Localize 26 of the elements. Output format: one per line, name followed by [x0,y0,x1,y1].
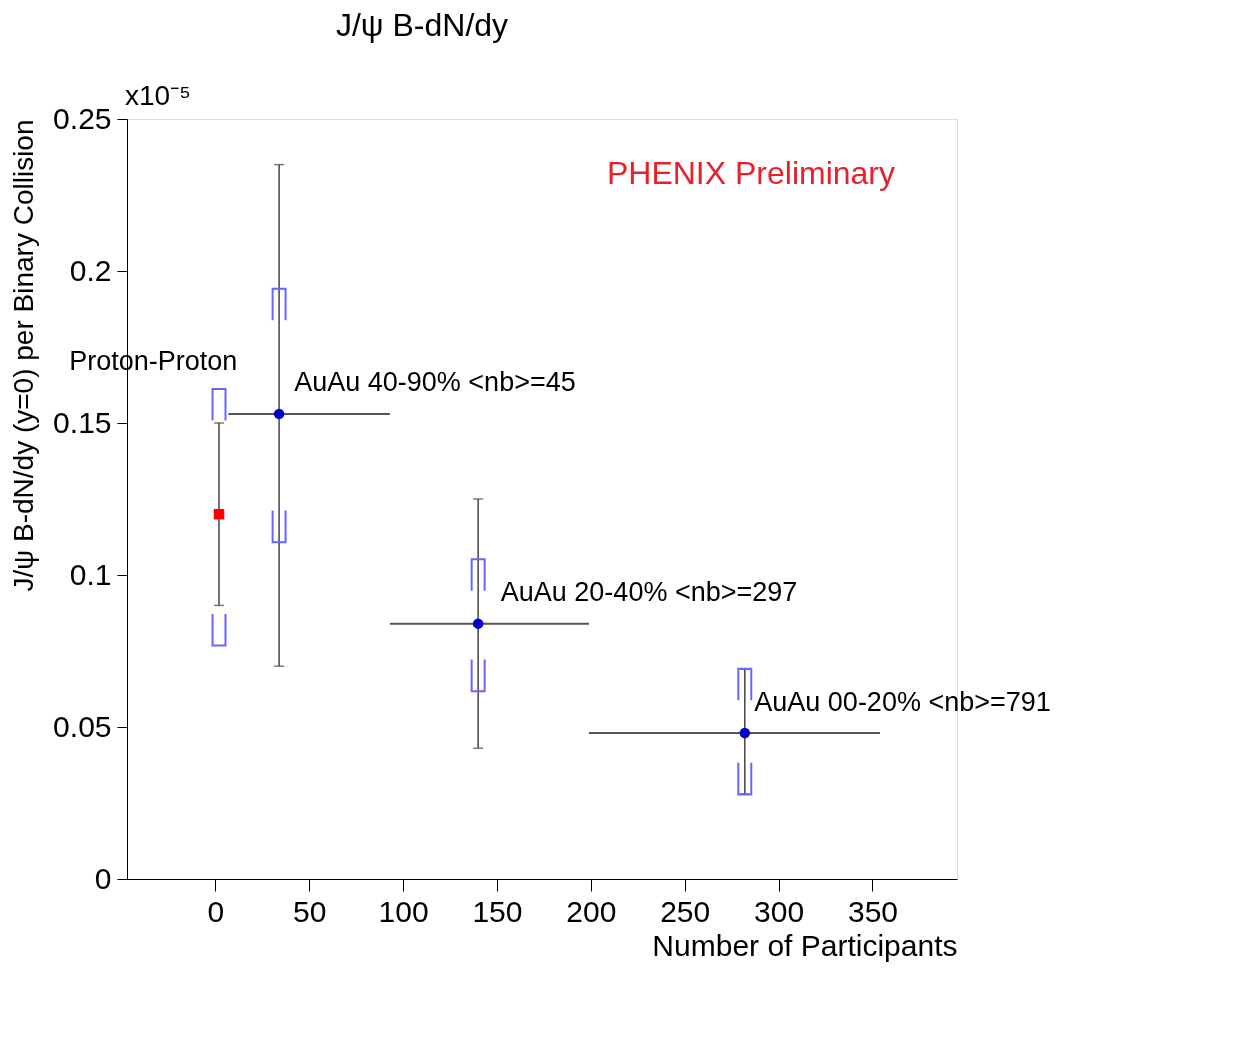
y-tick-label: 0.15 [53,405,112,439]
x-tick-label: 300 [754,894,805,928]
y-tick-label: 0.05 [53,709,112,743]
x-tick-label: 100 [378,894,429,928]
annotation: AuAu 00-20% <nb>=791 [754,686,1051,717]
y-tick-label: 0.25 [53,101,112,135]
x-tick-label: 150 [472,894,523,928]
point [739,727,751,739]
y-tick-label: 0 [94,861,112,895]
point [213,508,225,520]
annotation: AuAu 40-90% <nb>=45 [294,367,576,398]
chart-title: J/ψ B-dN/dy [335,7,509,43]
text: x10⁻⁵ [125,80,191,111]
y-tick-label: 0.2 [69,253,112,287]
annotation: AuAu 20-40% <nb>=297 [500,577,798,608]
point [273,408,285,420]
x-tick-label: 200 [566,894,617,928]
x-axis-title: Number of Participants [652,928,958,962]
x-tick-label: 350 [847,894,899,928]
annotation: PHENIX Preliminary [606,155,895,191]
y-axis-title: J/ψ B-dN/dy (y=0) per Binary Collision [8,119,40,592]
point [472,618,484,629]
x-tick-label: 0 [207,894,225,928]
x-tick-label: 50 [292,894,327,928]
x-tick-label: 250 [660,894,711,928]
y-tick-label: 0.1 [69,557,112,591]
